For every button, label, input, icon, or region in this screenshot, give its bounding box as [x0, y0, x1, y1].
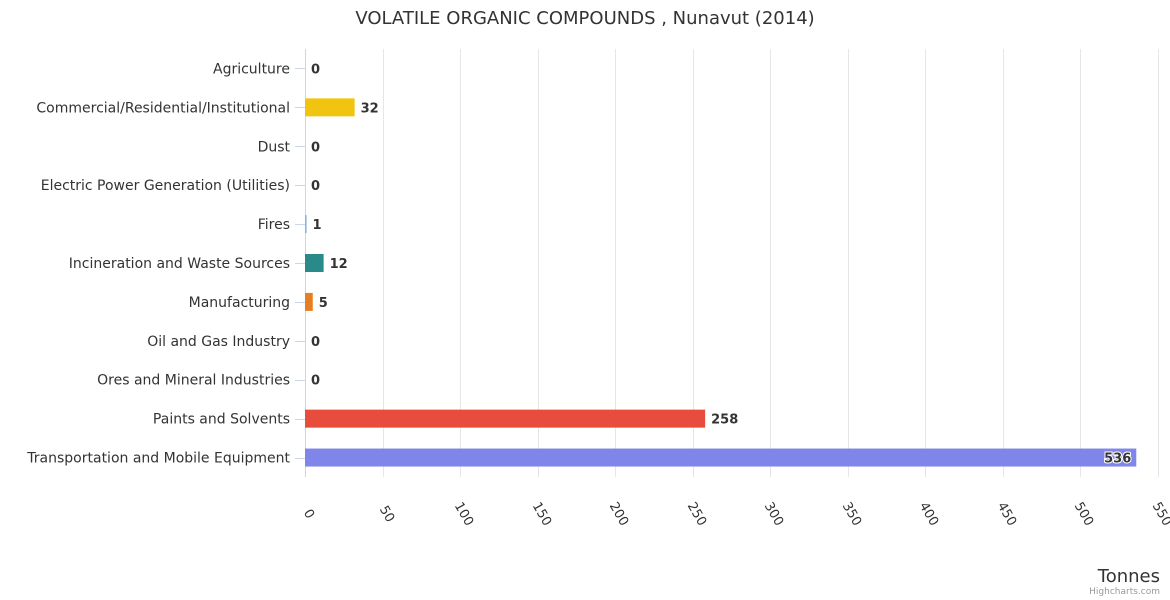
x-tick-label: 500 — [1071, 500, 1096, 529]
data-label: 0 — [311, 140, 320, 155]
data-label: 0 — [311, 179, 320, 194]
data-label: 12 — [330, 257, 348, 272]
grid-layer — [305, 49, 1159, 477]
data-label: 258 — [711, 413, 738, 428]
category-label: Commercial/Residential/Institutional — [36, 100, 290, 116]
category-label: Electric Power Generation (Utilities) — [41, 178, 290, 194]
x-tick-label: 300 — [761, 500, 786, 529]
category-labels: Agriculture Commercial/Residential/Instit… — [26, 61, 305, 467]
bar[interactable] — [305, 292, 313, 311]
bar[interactable] — [305, 409, 706, 428]
data-label: 5 — [319, 296, 328, 311]
x-tick-label: 0 — [300, 507, 317, 522]
category-label: Oil and Gas Industry — [147, 334, 290, 350]
category-label: Manufacturing — [189, 295, 290, 311]
x-tick-label: 100 — [451, 500, 476, 529]
bar[interactable] — [305, 448, 1137, 467]
category-label: Ores and Mineral Industries — [97, 373, 290, 389]
bar[interactable] — [305, 98, 355, 117]
category-label: Incineration and Waste Sources — [69, 256, 290, 272]
data-label: 0 — [311, 62, 320, 77]
chart-title: VOLATILE ORGANIC COMPOUNDS , Nunavut (20… — [355, 8, 814, 29]
bar[interactable] — [305, 215, 307, 234]
data-label: 536 — [1104, 452, 1131, 467]
x-tick-label: 50 — [376, 503, 397, 525]
x-axis-title: Tonnes — [1097, 566, 1160, 587]
x-tick-label: 450 — [994, 500, 1019, 529]
category-label: Fires — [258, 217, 290, 233]
category-label: Transportation and Mobile Equipment — [26, 451, 290, 467]
category-label: Dust — [258, 139, 291, 155]
credits-link[interactable]: Highcharts.com — [1089, 587, 1160, 597]
bar-layer: 0 32 0 0 1 12 5 0 0 258 536 — [305, 62, 1137, 468]
data-label: 1 — [313, 218, 322, 233]
x-tick-label: 350 — [839, 500, 864, 529]
data-label: 32 — [361, 101, 379, 116]
x-tick-label: 200 — [606, 500, 631, 529]
x-tick-label: 150 — [529, 500, 554, 529]
x-tick-label: 550 — [1149, 500, 1170, 529]
data-label: 0 — [311, 374, 320, 389]
x-tick-label: 400 — [916, 500, 941, 529]
x-axis-ticks: 0 50 100 150 200 250 300 350 400 450 500 550 — [300, 500, 1170, 529]
category-label: Agriculture — [213, 61, 290, 77]
bar[interactable] — [305, 254, 324, 272]
data-label: 0 — [311, 335, 320, 350]
x-tick-label: 250 — [684, 500, 709, 529]
category-label: Paints and Solvents — [153, 412, 290, 428]
